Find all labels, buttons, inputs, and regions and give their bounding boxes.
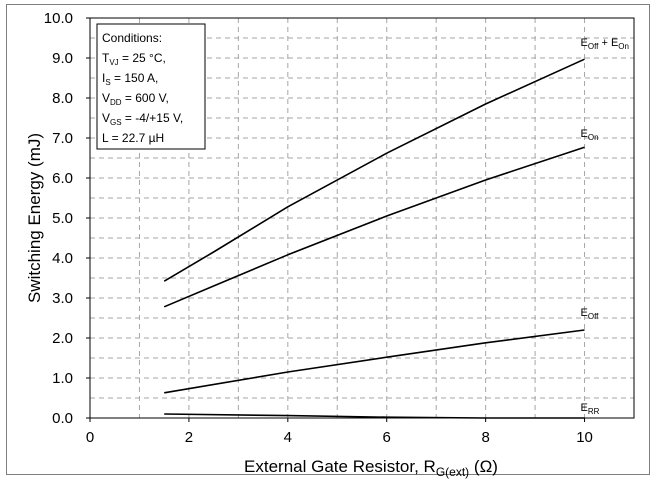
conditions-subscript: S bbox=[105, 78, 110, 87]
conditions-line: IS = 150 A, bbox=[102, 71, 158, 87]
series-line-e-on bbox=[163, 146, 585, 308]
conditions-line: L = 22.7 µH bbox=[102, 131, 164, 145]
conditions-line: TVJ = 25 °C, bbox=[102, 51, 166, 67]
y-tick-label: 7.0 bbox=[52, 130, 73, 147]
conditions-heading: Conditions: bbox=[102, 31, 162, 45]
conditions-subscript: GS bbox=[110, 118, 122, 127]
series-label-part: On bbox=[618, 42, 629, 51]
plot-area bbox=[89, 17, 635, 419]
series-line-e-off-e-on bbox=[163, 58, 585, 282]
conditions-value: = 600 V, bbox=[122, 91, 169, 105]
conditions-symbol: V bbox=[102, 91, 110, 105]
conditions-symbol: T bbox=[102, 51, 110, 65]
tick-labels: 0 2 4 6 8 10 0.0 1.0 2.0 3.0 4.0 5.0 6.0 7.0 8.0 9.0 10.… bbox=[44, 10, 593, 446]
series-label: EOff bbox=[581, 307, 600, 321]
series-label: EOff + EOn bbox=[581, 37, 629, 51]
series-label-part: Off bbox=[588, 312, 599, 321]
x-tick-label: 6 bbox=[383, 429, 391, 446]
series-group bbox=[163, 58, 585, 419]
y-tick-label: 10.0 bbox=[44, 10, 73, 27]
y-tick-label: 4.0 bbox=[52, 250, 73, 267]
x-axis-title-main: External Gate Resistor, R bbox=[244, 457, 436, 476]
y-tick-label: 2.0 bbox=[52, 330, 73, 347]
series-label-part: E bbox=[581, 307, 588, 319]
series-label-part: On bbox=[588, 133, 599, 142]
series-label-part: Off bbox=[588, 42, 599, 51]
y-tick-label: 1.0 bbox=[52, 370, 73, 387]
conditions-value: = 25 °C, bbox=[119, 51, 166, 65]
conditions-line: VDD = 600 V, bbox=[102, 91, 169, 107]
series-label: ERR bbox=[581, 402, 600, 416]
series-line-e-off bbox=[164, 329, 585, 394]
x-tick-label: 0 bbox=[86, 429, 94, 446]
y-tick-label: 0.0 bbox=[52, 410, 73, 427]
x-axis-title-subscript: G(ext) bbox=[436, 465, 469, 479]
series-label-part: E bbox=[581, 128, 588, 140]
series-label-part: E bbox=[581, 37, 588, 49]
y-tick-label: 6.0 bbox=[52, 170, 73, 187]
y-tick-label: 8.0 bbox=[52, 90, 73, 107]
x-axis-title-unit: (Ω) bbox=[469, 457, 498, 476]
conditions-symbol: V bbox=[102, 111, 110, 125]
y-tick-label: 3.0 bbox=[52, 290, 73, 307]
conditions-subscript: DD bbox=[110, 98, 122, 107]
series-label-part: RR bbox=[588, 407, 600, 416]
conditions-value: = -4/+15 V, bbox=[122, 111, 184, 125]
conditions-symbol: L = 22.7 µH bbox=[102, 131, 164, 145]
series-label-part: + E bbox=[598, 37, 618, 49]
y-tick-label: 5.0 bbox=[52, 210, 73, 227]
y-tick-label: 9.0 bbox=[52, 50, 73, 67]
x-axis-title: External Gate Resistor, RG(ext) (Ω) bbox=[244, 457, 498, 479]
conditions-line: VGS = -4/+15 V, bbox=[102, 111, 183, 127]
x-tick-label: 4 bbox=[284, 429, 292, 446]
conditions-value: = 150 A, bbox=[111, 71, 159, 85]
series-label: EOn bbox=[581, 128, 599, 142]
conditions-symbol: I bbox=[102, 71, 105, 85]
x-tick-label: 8 bbox=[481, 429, 489, 446]
conditions-subscript: VJ bbox=[109, 58, 118, 67]
x-tick-label: 10 bbox=[576, 429, 593, 446]
series-line-e-rr bbox=[164, 413, 585, 419]
x-tick-label: 2 bbox=[185, 429, 193, 446]
series-label-part: E bbox=[581, 402, 588, 414]
chart-frame bbox=[6, 4, 650, 475]
conditions-box: Conditions:TVJ = 25 °C,IS = 150 A,VDD = … bbox=[96, 23, 206, 150]
y-axis-title: Switching Energy (mJ) bbox=[25, 133, 44, 303]
